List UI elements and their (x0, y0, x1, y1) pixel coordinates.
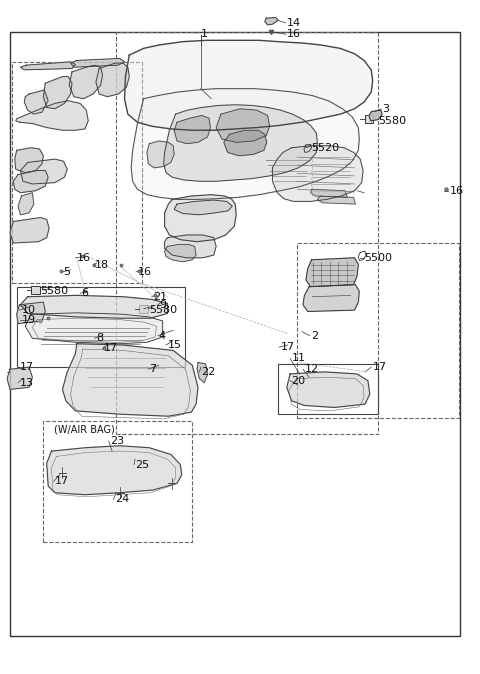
Text: 16: 16 (77, 253, 91, 263)
Text: 11: 11 (291, 353, 306, 363)
Polygon shape (69, 65, 103, 98)
Text: 5580: 5580 (149, 305, 178, 315)
Polygon shape (33, 318, 156, 342)
Text: 25: 25 (135, 460, 149, 470)
Polygon shape (311, 189, 348, 197)
Polygon shape (21, 295, 168, 318)
Polygon shape (165, 235, 216, 257)
Text: 5580: 5580 (378, 116, 407, 126)
Text: 5: 5 (63, 267, 71, 277)
Polygon shape (369, 110, 382, 121)
Bar (17, 286, 185, 367)
Polygon shape (287, 372, 370, 408)
Text: 2: 2 (311, 331, 318, 340)
Polygon shape (174, 200, 232, 215)
Text: 20: 20 (291, 375, 306, 386)
Text: 9: 9 (159, 300, 166, 310)
Polygon shape (13, 171, 48, 193)
Text: 16: 16 (137, 267, 151, 277)
Text: 7: 7 (149, 364, 156, 374)
Text: 14: 14 (287, 18, 301, 28)
Polygon shape (17, 302, 45, 324)
Polygon shape (71, 59, 124, 67)
Polygon shape (7, 367, 33, 390)
Text: 16: 16 (287, 29, 301, 39)
Text: 22: 22 (201, 367, 215, 377)
Polygon shape (124, 40, 372, 130)
Polygon shape (273, 146, 363, 202)
Polygon shape (21, 62, 75, 70)
Text: 16: 16 (450, 185, 464, 195)
Polygon shape (164, 104, 317, 181)
Text: 13: 13 (20, 377, 34, 388)
Bar (32, 286, 40, 294)
Polygon shape (306, 257, 359, 286)
Polygon shape (62, 344, 198, 417)
Polygon shape (165, 195, 236, 242)
Bar (12, 62, 142, 283)
Text: 24: 24 (115, 495, 129, 504)
Text: 10: 10 (22, 305, 36, 315)
Polygon shape (174, 115, 210, 144)
Polygon shape (197, 363, 207, 383)
Bar (43, 421, 192, 542)
Bar (297, 243, 458, 418)
Text: 3: 3 (382, 104, 389, 114)
Polygon shape (216, 109, 270, 142)
Polygon shape (147, 141, 174, 168)
Polygon shape (43, 77, 72, 109)
Text: 15: 15 (168, 340, 181, 350)
Text: 5500: 5500 (364, 253, 392, 263)
Polygon shape (47, 446, 182, 495)
Bar (364, 115, 373, 123)
Text: 1: 1 (201, 29, 208, 39)
Text: 19: 19 (22, 315, 36, 326)
Polygon shape (303, 284, 360, 311)
Polygon shape (165, 245, 196, 262)
Polygon shape (224, 130, 267, 156)
Text: 5580: 5580 (40, 286, 69, 297)
Text: 23: 23 (110, 436, 124, 446)
Text: 21: 21 (153, 292, 167, 302)
Text: 8: 8 (96, 334, 103, 343)
Polygon shape (131, 89, 360, 200)
Polygon shape (265, 18, 278, 25)
Polygon shape (25, 313, 163, 344)
Bar (139, 305, 148, 313)
Polygon shape (24, 90, 48, 114)
Text: 5520: 5520 (312, 143, 340, 153)
Bar (278, 364, 378, 415)
Polygon shape (16, 100, 88, 130)
Polygon shape (96, 63, 129, 96)
Polygon shape (10, 218, 49, 243)
Polygon shape (15, 148, 43, 173)
Text: 17: 17 (104, 344, 118, 353)
Polygon shape (317, 196, 356, 204)
Text: 17: 17 (372, 362, 387, 372)
Text: 17: 17 (55, 477, 69, 487)
Polygon shape (21, 159, 67, 184)
Text: 6: 6 (82, 288, 89, 299)
Bar (10, 32, 459, 636)
Text: 4: 4 (159, 331, 166, 340)
Text: 12: 12 (304, 364, 319, 374)
Text: 18: 18 (95, 259, 108, 270)
Text: 17: 17 (281, 342, 295, 352)
Text: (W/AIR BAG): (W/AIR BAG) (54, 425, 115, 435)
Bar (116, 32, 378, 434)
Polygon shape (18, 193, 34, 215)
Text: 17: 17 (20, 362, 34, 372)
